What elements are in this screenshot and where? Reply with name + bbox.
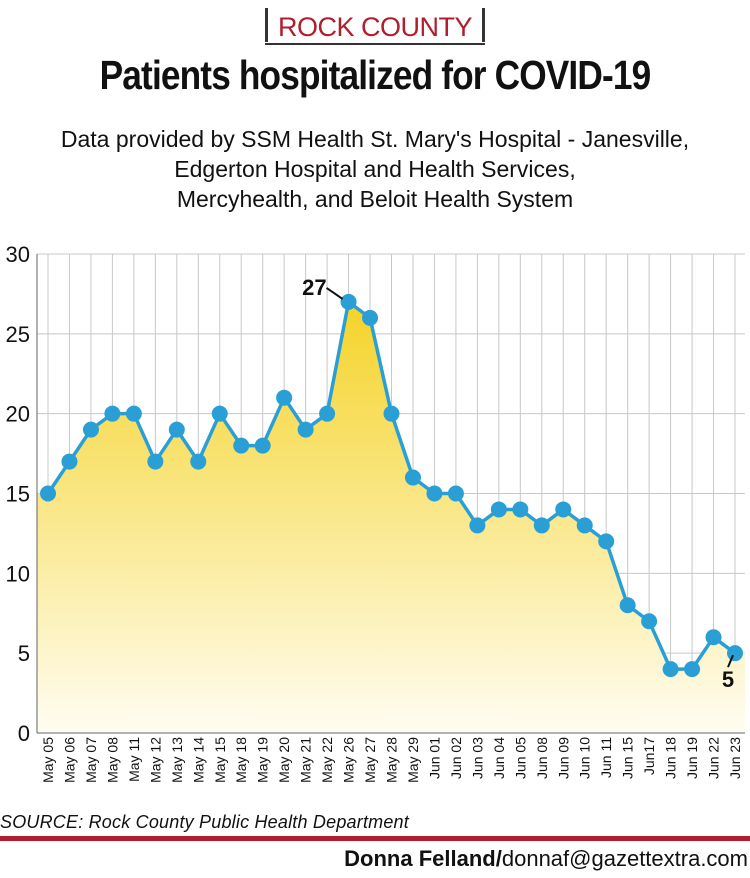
- x-tick-label: Jun 18: [663, 737, 679, 779]
- data-point: [490, 501, 507, 518]
- x-tick-label: Jun 15: [620, 737, 636, 779]
- x-tick-label: May 27: [362, 737, 378, 783]
- data-point: [619, 597, 636, 614]
- subtitle-line: Data provided by SSM Health St. Mary's H…: [60, 126, 690, 152]
- x-tick-label: Jun 11: [598, 737, 614, 778]
- data-point: [684, 661, 701, 678]
- data-point: [297, 421, 314, 438]
- x-tick-label: May 13: [169, 737, 185, 783]
- data-point: [82, 421, 99, 438]
- x-tick-label: May 12: [147, 737, 163, 783]
- annotation-leader: [727, 654, 734, 668]
- x-tick-label: May 18: [233, 737, 249, 783]
- x-tick-label: May 15: [212, 737, 228, 783]
- byline: Donna Felland/donnaf@gazettextra.com: [344, 846, 748, 872]
- x-tick-label: Jun 02: [448, 737, 464, 779]
- data-point: [383, 405, 400, 422]
- x-tick-label: May 06: [61, 737, 77, 783]
- x-tick-label: May 20: [276, 737, 292, 783]
- data-point: [362, 309, 379, 326]
- data-point: [254, 437, 271, 454]
- data-point: [576, 517, 593, 534]
- data-point: [233, 437, 250, 454]
- data-point: [319, 405, 336, 422]
- subtitle-line: Edgerton Hospital and Health Services,: [174, 156, 576, 182]
- kicker-box: ROCK COUNTY: [0, 8, 750, 45]
- y-tick-label: 20: [6, 402, 30, 427]
- data-point: [40, 485, 56, 502]
- x-tick-label: May 11: [126, 737, 142, 782]
- x-tick-label: May 29: [405, 737, 421, 783]
- kicker-right-bar: [482, 8, 485, 42]
- x-tick-label: May 08: [104, 737, 120, 783]
- x-tick-label: Jun 09: [555, 737, 571, 779]
- annotation-leader: [325, 287, 344, 300]
- y-tick-label: 0: [18, 721, 30, 746]
- x-tick-label: Jun 10: [577, 737, 593, 779]
- chart-title: Patients hospitalized for COVID-19: [99, 52, 652, 98]
- y-tick-label: 5: [18, 641, 30, 666]
- data-point: [641, 613, 658, 630]
- x-tick-label: Jun 23: [727, 737, 743, 779]
- x-tick-label: Jun 19: [684, 737, 700, 779]
- x-tick-label: May 05: [40, 737, 56, 783]
- x-tick-label: Jun 08: [534, 737, 550, 779]
- data-point: [469, 517, 486, 534]
- x-tick-label: Jun 22: [706, 737, 722, 779]
- x-tick-label: Jun17: [641, 737, 657, 775]
- subtitle-line: Mercyhealth, and Beloit Health System: [176, 186, 574, 212]
- y-tick-label: 30: [6, 242, 30, 267]
- data-point: [533, 517, 550, 534]
- footer-rule: [0, 836, 750, 841]
- data-point: [125, 405, 142, 422]
- byline-email[interactable]: donnaf@gazettextra.com: [501, 846, 748, 871]
- data-point: [190, 453, 207, 470]
- data-point: [276, 389, 293, 406]
- data-point: [662, 661, 679, 678]
- hospitalization-area-chart: 0 5 10 15 20 25 30 May 05 May 06 May 07 May 08 May …: [6, 242, 745, 783]
- y-tick-label: 10: [6, 561, 30, 586]
- area-fill: [37, 301, 745, 733]
- annotation-label: 5: [722, 667, 734, 692]
- data-point: [426, 485, 443, 502]
- data-point: [705, 629, 722, 646]
- kicker-underline: [265, 43, 485, 45]
- section-kicker: ROCK COUNTY: [277, 12, 473, 42]
- kicker-left-bar: [265, 8, 268, 42]
- x-tick-label: May 22: [319, 737, 335, 783]
- source-note: SOURCE: Rock County Public Health Depart…: [0, 812, 409, 832]
- data-point: [404, 469, 421, 486]
- y-tick-label: 15: [6, 482, 30, 507]
- byline-name: Donna Felland/: [344, 846, 502, 871]
- x-tick-label: May 07: [83, 737, 99, 783]
- x-tick-label: May 19: [255, 737, 271, 783]
- annotation-label: 27: [302, 275, 326, 300]
- data-point: [447, 485, 464, 502]
- x-tick-label: May 26: [341, 737, 357, 783]
- data-point: [168, 421, 185, 438]
- chart-subtitle: Data provided by SSM Health St. Mary's H…: [0, 124, 750, 214]
- x-tick-label: Jun 04: [491, 737, 507, 779]
- data-point: [211, 405, 228, 422]
- x-tick-label: Jun 03: [469, 737, 485, 779]
- data-point: [598, 533, 615, 550]
- data-point: [61, 453, 78, 470]
- data-point: [104, 405, 121, 422]
- data-point: [555, 501, 572, 518]
- y-tick-label: 25: [6, 322, 30, 347]
- data-point: [727, 645, 743, 662]
- x-tick-label: May 14: [190, 737, 206, 783]
- data-point: [340, 293, 357, 310]
- x-tick-label: May 28: [384, 737, 400, 783]
- data-point: [147, 453, 164, 470]
- x-tick-label: Jun 01: [426, 737, 442, 779]
- data-point: [512, 501, 529, 518]
- x-tick-label: May 21: [298, 737, 314, 783]
- x-tick-label: Jun 05: [512, 737, 528, 779]
